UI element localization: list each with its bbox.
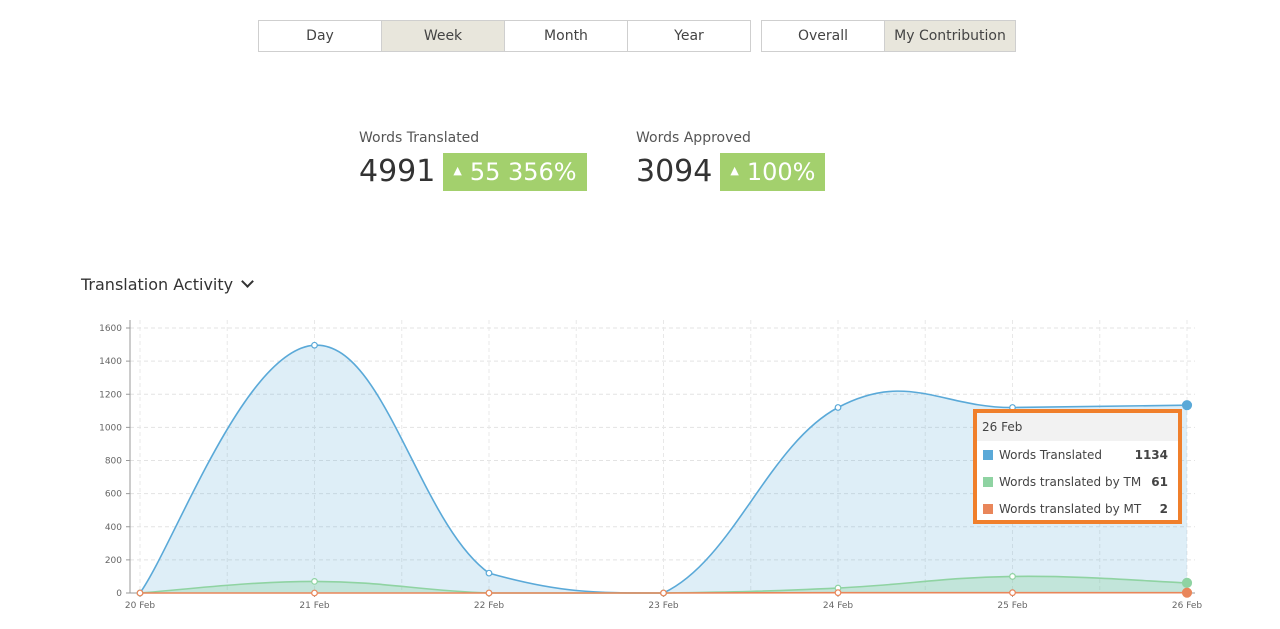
period-week-button[interactable]: Week xyxy=(381,20,505,52)
words-translated-stat: Words Translated 4991 ▲ 55 356% xyxy=(359,130,587,191)
words-approved-label: Words Approved xyxy=(636,130,751,146)
scope-overall-button[interactable]: Overall xyxy=(761,20,885,52)
tooltip-row: Words Translated 1134 xyxy=(977,441,1178,468)
x-tick-label: 25 Feb xyxy=(997,601,1028,611)
words-translated-value: 4991 xyxy=(359,154,436,189)
series-translated-point xyxy=(311,341,318,349)
scope-toggle: Overall My Contribution xyxy=(761,20,1016,52)
period-month-button[interactable]: Month xyxy=(504,20,628,52)
legend-swatch-tm xyxy=(983,476,993,487)
scope-my-contribution-button[interactable]: My Contribution xyxy=(884,20,1016,52)
chevron-down-icon[interactable] xyxy=(241,275,254,288)
series-tm-point xyxy=(1181,577,1193,588)
y-tick-label: 800 xyxy=(105,457,122,467)
tooltip-row-value: 1134 xyxy=(1134,447,1168,462)
series-mt-point xyxy=(660,589,667,597)
x-tick-label: 21 Feb xyxy=(299,601,330,611)
y-tick-label: 1200 xyxy=(99,390,122,400)
translation-activity-heading[interactable]: Translation Activity xyxy=(81,275,254,294)
y-tick-label: 600 xyxy=(105,490,122,500)
series-mt-point xyxy=(834,589,842,597)
tooltip-row: Words translated by TM 61 xyxy=(977,468,1178,495)
words-approved-value: 3094 xyxy=(636,154,713,189)
y-tick-label: 1400 xyxy=(99,357,122,367)
tooltip-row-value: 61 xyxy=(1151,474,1168,489)
words-translated-label: Words Translated xyxy=(359,130,480,146)
tooltip-row-name: Words translated by MT xyxy=(999,501,1142,516)
y-tick-label: 200 xyxy=(105,556,122,566)
chart-tooltip: 26 Feb Words Translated 1134 Words trans… xyxy=(973,409,1182,524)
period-toggle: Day Week Month Year xyxy=(258,20,751,52)
series-translated-area xyxy=(140,345,1187,593)
series-translated-point xyxy=(1181,400,1193,411)
tooltip-row-name: Words Translated xyxy=(999,447,1103,462)
series-tm-area xyxy=(140,576,1187,593)
legend-swatch-mt xyxy=(983,503,993,514)
words-approved-stat: Words Approved 3094 ▲ 100% xyxy=(636,130,826,191)
series-tm-point xyxy=(1009,573,1016,580)
translation-activity-chart: 0 200 400 600 800 1000 1200 1400 1600 20 Feb 21 Fe… xyxy=(99,320,1203,611)
section-title: Translation Activity xyxy=(81,275,234,294)
words-approved-change-badge: ▲ 100% xyxy=(720,153,826,191)
words-approved-change: 100% xyxy=(746,158,816,186)
legend-swatch-translated xyxy=(983,449,993,460)
up-triangle-icon: ▲ xyxy=(730,163,739,177)
series-mt-point xyxy=(136,589,144,597)
y-tick-label: 0 xyxy=(116,589,122,599)
y-tick-label: 1000 xyxy=(99,423,122,433)
up-triangle-icon: ▲ xyxy=(453,163,462,177)
period-day-button[interactable]: Day xyxy=(258,20,382,52)
tooltip-title: 26 Feb xyxy=(977,413,1178,441)
series-mt-point xyxy=(1009,589,1016,597)
series-mt-point xyxy=(485,589,493,597)
tooltip-row-value: 2 xyxy=(1159,501,1168,516)
words-translated-change: 55 356% xyxy=(469,158,577,186)
y-tick-label: 1600 xyxy=(99,324,122,334)
tooltip-row-name: Words translated by TM xyxy=(999,474,1142,489)
x-tick-label: 22 Feb xyxy=(474,601,505,611)
x-tick-label: 23 Feb xyxy=(648,601,679,611)
tooltip-row: Words translated by MT 2 xyxy=(977,495,1178,522)
y-tick-label: 400 xyxy=(105,523,122,533)
series-translated-point xyxy=(485,569,493,577)
period-year-button[interactable]: Year xyxy=(627,20,751,52)
words-translated-change-badge: ▲ 55 356% xyxy=(443,153,587,191)
x-tick-label: 26 Feb xyxy=(1172,601,1203,611)
series-translated-point xyxy=(834,404,842,411)
series-tm-point xyxy=(311,578,318,585)
series-mt-point xyxy=(1181,587,1193,598)
x-tick-label: 20 Feb xyxy=(125,601,156,611)
x-tick-label: 24 Feb xyxy=(823,601,854,611)
series-mt-point xyxy=(311,589,318,597)
